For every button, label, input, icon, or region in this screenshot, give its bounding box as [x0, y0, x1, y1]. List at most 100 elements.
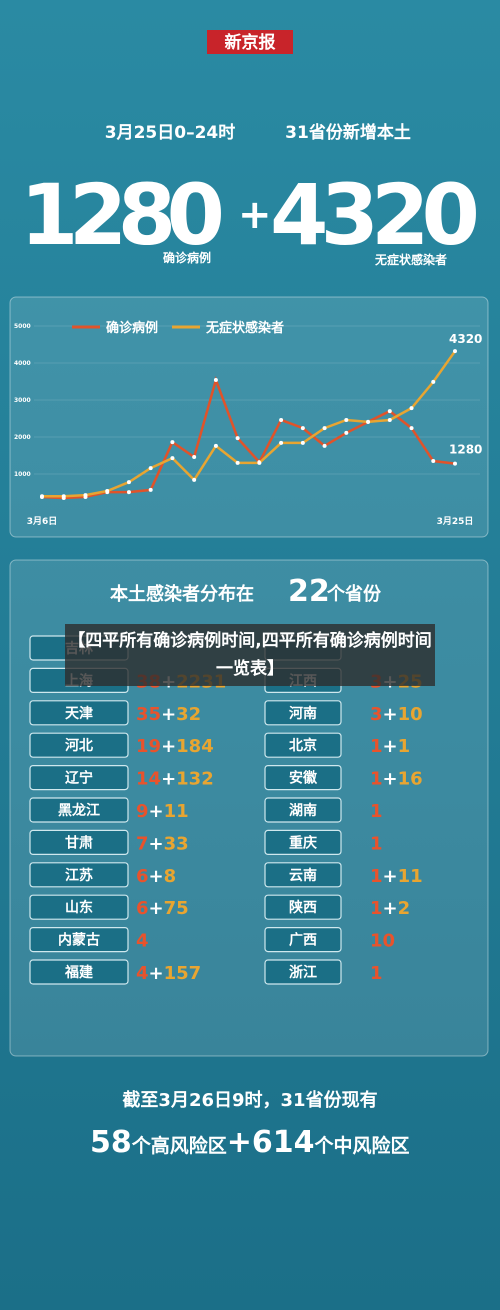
- point: [279, 417, 284, 422]
- point: [344, 430, 349, 435]
- province-name: 福建: [64, 964, 93, 981]
- province-counts: 1+1: [370, 736, 410, 757]
- province-counts: 1+16: [370, 769, 423, 790]
- point: [453, 349, 457, 354]
- date: 3月25日0–24时: [105, 123, 235, 143]
- point: [366, 419, 371, 424]
- point: [322, 443, 327, 448]
- point: [431, 379, 436, 384]
- footer-risk: 58个高风险区+614个中风险区: [90, 1125, 410, 1160]
- province-box: [264, 862, 342, 888]
- logo: 新京报: [225, 32, 276, 53]
- province-counts: 1: [370, 833, 383, 854]
- plus: +: [161, 736, 176, 757]
- legend-label: 无症状感染者: [205, 320, 284, 336]
- y-tick-label: 4000: [14, 360, 31, 367]
- province-box: [264, 732, 342, 758]
- asymptomatic-count: 10: [398, 704, 423, 725]
- point: [192, 477, 197, 482]
- province-box: [29, 829, 129, 856]
- asymptomatic-count: 184: [176, 736, 214, 757]
- asymptomatic-count: 11: [164, 801, 189, 822]
- province-box: [264, 894, 342, 920]
- logo-box: [207, 30, 293, 54]
- confirmed-count: 1: [370, 736, 383, 757]
- confirmed-count: 4: [136, 963, 149, 984]
- province-table: 吉林上海38+2231天津35+32河北19+184辽宁14+132黑龙江9+1…: [29, 635, 423, 985]
- asymptomatic-count: 16: [398, 769, 423, 790]
- asymptomatic-total: 4320: [270, 166, 480, 264]
- province-name: 广西: [289, 932, 317, 949]
- confirmed-count: 10: [370, 931, 395, 952]
- province-name: 安徽: [289, 770, 318, 787]
- province-counts: 14+132: [136, 769, 214, 790]
- province-counts: 10: [370, 931, 395, 952]
- plus: +: [383, 866, 398, 887]
- point: [40, 494, 44, 499]
- province-counts: 3+10: [370, 704, 423, 725]
- province-counts: 1: [370, 963, 383, 984]
- confirmed-count: 4: [136, 931, 149, 952]
- table-title: 本土感染者分布在: [110, 583, 254, 605]
- plus: +: [149, 801, 164, 822]
- point: [126, 490, 131, 495]
- point: [148, 466, 153, 471]
- plus: +: [149, 833, 164, 854]
- point: [300, 426, 305, 431]
- province-name: 北京: [289, 737, 317, 754]
- y-tick-label: 2000: [14, 434, 31, 441]
- province-box: [29, 894, 129, 920]
- plus: +: [238, 192, 272, 238]
- province-box: [264, 959, 342, 985]
- province-counts: 19+184: [136, 736, 214, 757]
- province-box: [264, 926, 342, 953]
- point: [235, 460, 240, 465]
- point: [344, 417, 349, 422]
- asymptomatic-count: 75: [164, 898, 189, 919]
- point: [279, 440, 284, 445]
- line-chart: 1000 2000 3000 4000 5000 3月6日 3月25日 确诊病例 无症状感染者 1…: [14, 320, 482, 527]
- asymptomatic-count: 1: [398, 736, 411, 757]
- high-count: 58: [90, 1125, 132, 1160]
- confirmed-count: 7: [136, 833, 149, 854]
- point: [170, 440, 175, 445]
- province-box: [29, 764, 129, 791]
- point: [126, 480, 131, 485]
- high-label: 个高风险区: [131, 1134, 227, 1157]
- overlay-box: [65, 624, 435, 686]
- x-tick-label: 3月6日: [27, 516, 58, 527]
- point: [257, 460, 262, 465]
- confirmed-count: 1: [370, 833, 383, 854]
- province-box: [29, 797, 129, 823]
- point: [409, 426, 414, 431]
- province-name: 浙江: [289, 964, 317, 981]
- province-box: [29, 732, 129, 758]
- mid-count: 614: [252, 1125, 315, 1160]
- value-label: 4320: [449, 332, 482, 346]
- plus: +: [149, 866, 164, 887]
- mid-label: 个中风险区: [314, 1134, 410, 1157]
- overlay-text: 【四平所有确诊病例时间,四平所有确诊病例时间一览表】: [68, 631, 432, 679]
- confirmed-count: 19: [136, 736, 161, 757]
- point: [170, 456, 175, 461]
- province-counts: 4+157: [136, 963, 201, 984]
- chart-panel: [9, 296, 489, 538]
- province-box: [264, 829, 342, 856]
- province-counts: 1+11: [370, 866, 423, 887]
- confirmed-count: 6: [136, 898, 149, 919]
- confirmed-count: 9: [136, 801, 149, 822]
- y-tick-label: 5000: [14, 323, 31, 330]
- province-name: 河南: [289, 705, 317, 722]
- asymptomatic-label: 无症状感染者: [374, 252, 447, 267]
- province-box: [29, 959, 129, 985]
- confirmed-count: 1: [370, 801, 383, 822]
- province-name: 江苏: [65, 867, 93, 884]
- confirmed-count: 3: [370, 704, 383, 725]
- y-tick-label: 1000: [14, 471, 31, 478]
- confirmed-count: 14: [136, 769, 161, 790]
- province-counts: 1: [370, 801, 383, 822]
- province-count: 22: [288, 574, 330, 609]
- point: [322, 426, 327, 431]
- footer-line: 截至3月26日9时，31省份现有: [122, 1089, 377, 1111]
